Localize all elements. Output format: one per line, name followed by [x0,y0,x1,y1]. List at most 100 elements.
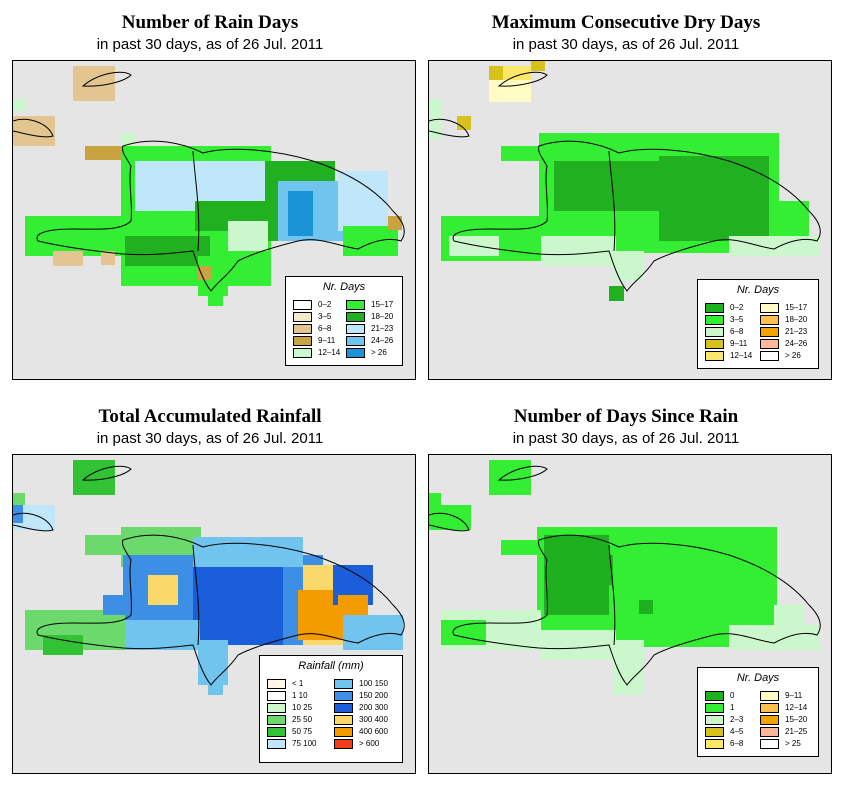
legend-swatch [705,702,724,713]
legend-swatch [293,335,312,346]
legend-col-1: 0–2 3–5 6–8 9–11 12–14 [705,302,752,362]
legend-swatch [705,326,724,337]
legend-label: 9–11 [318,336,336,345]
legend-item: 9–11 [293,335,340,346]
map-days-since-rain: Nr. Days 0 1 2–3 4–5 6–8 9–11 12–14 15–2… [428,454,832,774]
panel-title: Number of Rain Days [121,12,299,33]
legend-title: Nr. Days [322,281,366,293]
legend-swatch [760,738,779,749]
map-rain-days: Nr. Days 0–2 3–5 6–8 9–11 12–14 15–17 18… [12,60,416,380]
legend-swatch [293,347,312,358]
panel-title: Maximum Consecutive Dry Days [491,12,761,33]
map-rain-days-svg [13,66,405,306]
legend-label: 1 [730,703,735,712]
island-outlines [429,465,821,686]
legend-swatch [346,323,365,334]
legend-swatch [334,738,353,749]
legend-swatch [760,302,779,313]
legend-item: 0–2 [293,299,340,310]
legend-label: 0–2 [730,303,744,312]
legend-swatch [760,326,779,337]
legend-swatch [346,335,365,346]
legend-label: 15–17 [785,303,808,312]
legend-item: 10 25 [267,702,316,713]
legend-col-1: 0 1 2–3 4–5 6–8 [705,690,743,750]
legend-item: 21–25 [760,726,807,737]
legend-label: 25 50 [292,715,313,724]
legend-label: 0 [730,691,735,700]
legend-label: 2–3 [730,715,744,724]
legend-item: 24–26 [346,335,393,346]
legend-swatch [267,726,286,737]
data-grid [429,61,819,301]
legend-col-2: 15–17 18–20 21–23 24–26 > 26 [760,302,807,362]
legend-label: 21–23 [785,327,808,336]
map-max-dry-days: Nr. Days 0–2 3–5 6–8 9–11 12–14 15–17 18… [428,60,832,380]
legend-label: 3–5 [730,315,744,324]
panel-title: Total Accumulated Rainfall [98,406,322,427]
legend-swatch [760,714,779,725]
legend-item: < 1 [267,678,316,689]
legend-label: 24–26 [785,339,808,348]
legend-swatch [705,302,724,313]
legend-label: 150 200 [359,691,388,700]
legend-item: 0–2 [705,302,752,313]
legend-swatch [267,714,286,725]
island-outlines [13,71,405,292]
legend-item: 4–5 [705,726,743,737]
legend-title: Nr. Days [736,672,780,684]
legend-item: 150 200 [334,690,388,701]
legend-item: 15–17 [346,299,393,310]
legend-item: 6–8 [705,738,743,749]
panel-subtitle: in past 30 days, as of 26 Jul. 2011 [512,36,740,53]
legend-swatch [705,690,724,701]
legend-swatch [760,350,779,361]
panel-subtitle: in past 30 days, as of 26 Jul. 2011 [96,430,324,447]
legend-swatch [760,702,779,713]
legend-item: 21–23 [760,326,807,337]
legend-swatch [334,702,353,713]
legend-label: > 25 [785,739,801,748]
legend-swatch [334,726,353,737]
legend-label: > 26 [371,348,387,357]
legend-label: 12–14 [318,348,341,357]
legend-swatch [293,311,312,322]
legend-label: < 1 [292,679,304,688]
map-total-rainfall: Rainfall (mm) < 1 1 10 10 25 25 50 50 75… [12,454,416,774]
legend-label: 15–20 [785,715,808,724]
legend-item: 50 75 [267,726,316,737]
legend-swatch [760,338,779,349]
legend-item: 400 600 [334,726,388,737]
legend-item: 1 [705,702,743,713]
legend-label: > 26 [785,351,801,360]
legend-item: 9–11 [760,690,807,701]
legend-label: 200 300 [359,703,388,712]
legend-swatch [705,338,724,349]
legend-item: 6–8 [293,323,340,334]
legend-item: 100 150 [334,678,388,689]
legend-item: 1 10 [267,690,316,701]
legend-label: 100 150 [359,679,388,688]
legend-col-2: 15–17 18–20 21–23 24–26 > 26 [346,299,393,359]
panel-total-rainfall: Total Accumulated Rainfall in past 30 da… [0,394,420,790]
legend-label: 12–14 [730,351,753,360]
legend-label: 15–17 [371,300,394,309]
legend-item: 21–23 [346,323,393,334]
data-grid [13,460,403,695]
legend-item: 18–20 [760,314,807,325]
legend-item: 12–14 [293,347,340,358]
legend-item: 200 300 [334,702,388,713]
legend-swatch [267,702,286,713]
legend-swatch [705,714,724,725]
legend-col-2: 9–11 12–14 15–20 21–25 > 25 [760,690,807,750]
legend-item: 25 50 [267,714,316,725]
legend-label: 10 25 [292,703,313,712]
map-total-rainfall-svg [13,460,405,695]
legend-swatch [293,323,312,334]
legend-swatch [760,314,779,325]
legend-label: 21–25 [785,727,808,736]
legend-item: > 25 [760,738,807,749]
legend-swatch [760,690,779,701]
legend-swatch [705,314,724,325]
legend-title: Rainfall (mm) [298,660,364,672]
